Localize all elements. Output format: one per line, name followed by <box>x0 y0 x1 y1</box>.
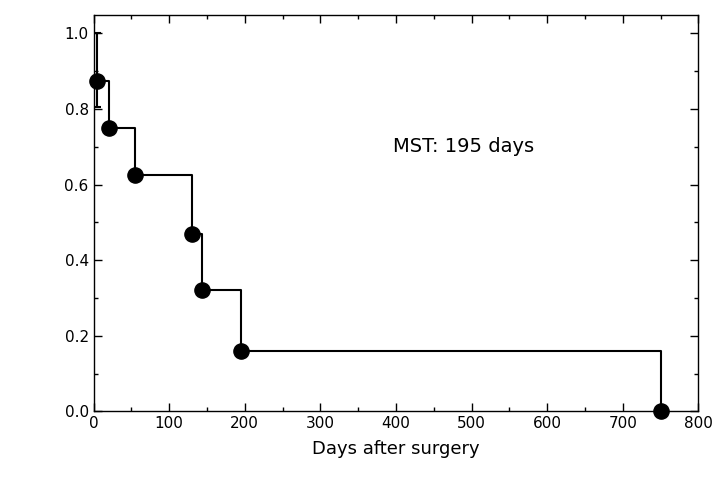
Point <box>91 77 103 85</box>
Point <box>655 408 667 415</box>
Point <box>103 124 114 132</box>
Point <box>196 287 207 294</box>
Point <box>130 171 141 179</box>
Point <box>235 347 247 355</box>
X-axis label: Days after surgery: Days after surgery <box>312 439 480 457</box>
Point <box>186 230 197 238</box>
Text: MST: 195 days: MST: 195 days <box>393 137 535 156</box>
